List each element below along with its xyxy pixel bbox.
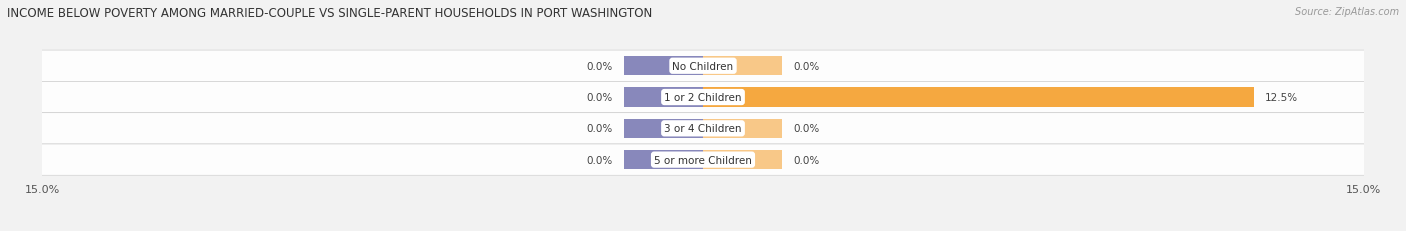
Text: 12.5%: 12.5% [1264, 93, 1298, 103]
Text: No Children: No Children [672, 61, 734, 71]
Text: 0.0%: 0.0% [586, 155, 613, 165]
Text: 0.0%: 0.0% [793, 155, 820, 165]
FancyBboxPatch shape [39, 113, 1367, 144]
Text: 1 or 2 Children: 1 or 2 Children [664, 93, 742, 103]
Bar [624, 57, 703, 76]
Text: 0.0%: 0.0% [586, 93, 613, 103]
FancyBboxPatch shape [39, 82, 1367, 113]
Bar [703, 150, 782, 170]
Bar [703, 88, 1254, 107]
Bar [624, 119, 703, 138]
Text: Source: ZipAtlas.com: Source: ZipAtlas.com [1295, 7, 1399, 17]
Bar [703, 57, 782, 76]
Bar [624, 88, 703, 107]
Bar [703, 119, 782, 138]
FancyBboxPatch shape [39, 144, 1367, 176]
Bar [624, 150, 703, 170]
Text: 5 or more Children: 5 or more Children [654, 155, 752, 165]
FancyBboxPatch shape [39, 51, 1367, 82]
Text: 0.0%: 0.0% [793, 61, 820, 71]
Text: 0.0%: 0.0% [586, 61, 613, 71]
Text: 3 or 4 Children: 3 or 4 Children [664, 124, 742, 134]
Text: INCOME BELOW POVERTY AMONG MARRIED-COUPLE VS SINGLE-PARENT HOUSEHOLDS IN PORT WA: INCOME BELOW POVERTY AMONG MARRIED-COUPL… [7, 7, 652, 20]
Text: 0.0%: 0.0% [793, 124, 820, 134]
Text: 0.0%: 0.0% [586, 124, 613, 134]
